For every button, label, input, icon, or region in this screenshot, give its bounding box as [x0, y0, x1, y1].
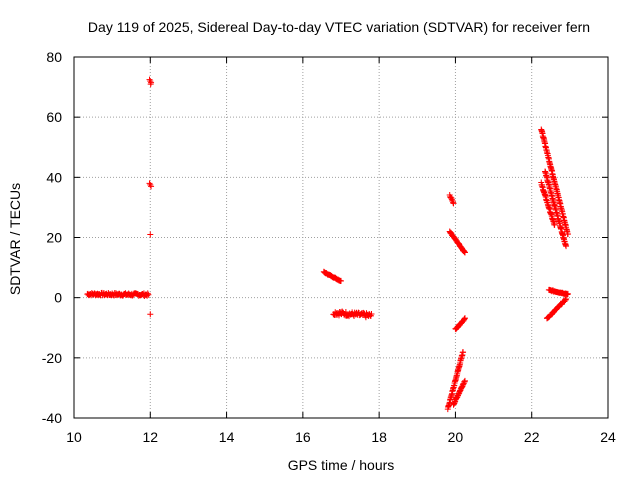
- x-tick-label: 12: [142, 429, 158, 445]
- data-point: [147, 311, 154, 318]
- y-tick-label: 60: [46, 109, 62, 125]
- y-tick-label: 0: [54, 290, 62, 306]
- data-point: [460, 349, 467, 356]
- data-point: [564, 291, 571, 298]
- data-point: [461, 249, 468, 256]
- data-point: [564, 290, 571, 297]
- data-point: [562, 296, 569, 303]
- y-tick-label: -40: [42, 410, 62, 426]
- x-tick-label: 18: [371, 429, 387, 445]
- data-point: [368, 310, 375, 317]
- data-point: [338, 277, 344, 284]
- data-point: [461, 315, 468, 322]
- data-point: [339, 308, 346, 315]
- y-tick-label: 80: [46, 49, 62, 65]
- data-point: [563, 295, 570, 302]
- grid-lines: [74, 57, 608, 418]
- data-point: [147, 81, 154, 88]
- data-point: [147, 181, 154, 188]
- data-point: [146, 76, 153, 83]
- x-tick-label: 14: [219, 429, 235, 445]
- data-point: [563, 243, 570, 250]
- data-point: [460, 316, 467, 323]
- axis-ticks: 10 12 14 16 18 20 22 24 -40 -20 0 20 40 60 80: [42, 49, 616, 445]
- data-point: [145, 291, 152, 298]
- y-tick-label: 40: [46, 169, 62, 185]
- x-tick-label: 24: [600, 429, 616, 445]
- y-tick-label: 20: [46, 230, 62, 246]
- data-point: [564, 230, 571, 237]
- data-point: [551, 221, 558, 228]
- data-point: [461, 377, 468, 384]
- y-tick-label: -20: [42, 350, 62, 366]
- data-points: [84, 76, 571, 413]
- x-axis-label: GPS time / hours: [288, 457, 395, 473]
- data-point: [148, 183, 155, 190]
- x-tick-label: 22: [524, 429, 540, 445]
- x-tick-label: 10: [66, 429, 82, 445]
- data-point: [147, 231, 154, 238]
- data-point: [450, 200, 457, 207]
- y-axis-label: SDTVAR / TECUs: [7, 183, 23, 295]
- data-point: [146, 180, 153, 187]
- data-point: [342, 308, 349, 315]
- chart-title: Day 119 of 2025, Sidereal Day-to-day VTE…: [88, 19, 590, 35]
- data-point: [144, 290, 151, 297]
- data-point: [461, 315, 468, 322]
- x-tick-label: 20: [448, 429, 464, 445]
- x-tick-label: 16: [295, 429, 311, 445]
